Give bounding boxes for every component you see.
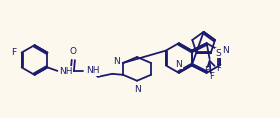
- Text: NH: NH: [86, 66, 100, 75]
- Text: N: N: [113, 57, 120, 66]
- Text: N: N: [176, 60, 182, 69]
- Text: F: F: [204, 66, 209, 75]
- Text: F: F: [217, 64, 221, 73]
- Text: N: N: [134, 85, 140, 94]
- Text: F: F: [11, 48, 17, 57]
- Text: NH: NH: [59, 67, 73, 76]
- Text: F: F: [209, 72, 214, 81]
- Text: N: N: [223, 46, 229, 55]
- Text: S: S: [216, 49, 221, 58]
- Text: O: O: [70, 47, 77, 56]
